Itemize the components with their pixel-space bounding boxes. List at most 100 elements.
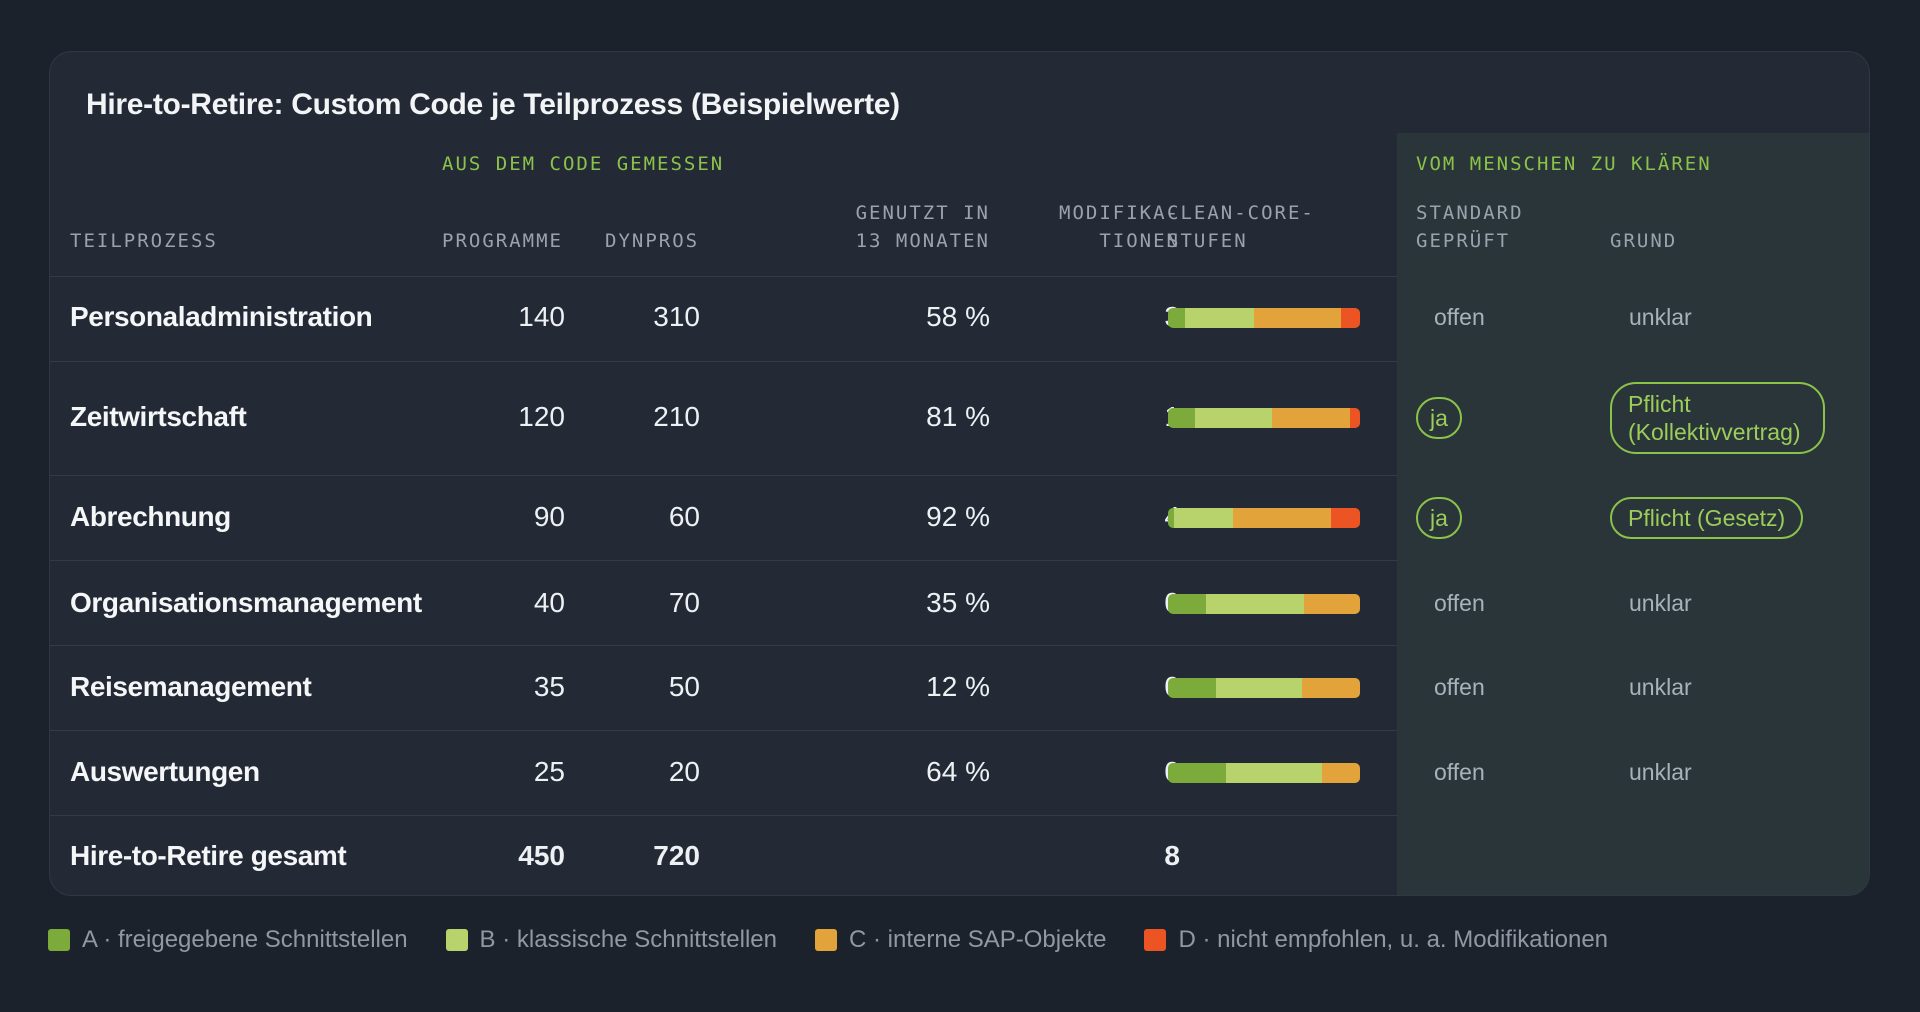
header-programme: PROGRAMME [442,230,563,252]
standard-status: offen [1434,590,1485,616]
header-standard-line1: STANDARD [1416,202,1524,224]
clean-core-bar [1168,308,1360,328]
cell-dynpros: 70 [668,587,700,618]
group-label-human: VOM MENSCHEN ZU KLÄREN [1416,153,1712,175]
bar-segment-D [1340,308,1360,328]
bar-segment-A [1168,508,1174,528]
cell-modifikationen: 4 [990,501,1180,533]
bar-segment-C [1254,308,1341,328]
cell-modifikationen: 0 [990,587,1180,619]
bar-segment-A [1168,594,1207,614]
header-genutzt: GENUTZT IN 13 MONATEN [750,199,990,255]
header-stufen-line1: CLEAN-CORE- [1167,202,1315,224]
header-grund: GRUND [1610,230,1678,252]
total-modifikationen: 8 [1164,840,1180,871]
legend-item: C · interne SAP-Objekte [815,926,1106,954]
bar-segment-B [1173,508,1234,528]
cell-programme: 120 [518,401,565,432]
legend-item: B · klassische Schnittstellen [445,926,778,954]
bar-segment-B [1185,308,1255,328]
row-name: Zeitwirtschaft [70,401,247,432]
row-divider [50,730,1397,731]
cell-genutzt: 35 % [926,587,990,618]
group-label-measured: AUS DEM CODE GEMESSEN [442,153,725,175]
legend-label: A · freigegebene Schnittstellen [82,926,408,953]
row-name: Auswertungen [70,756,260,787]
row-name: Personaladministration [70,301,373,332]
header-dynpros: DYNPROS [605,230,700,252]
standard-badge: ja [1416,497,1462,539]
cell-modifikationen: 3 [990,301,1180,333]
row-name: Organisationsmanagement [70,587,422,618]
grund-status: unklar [1629,590,1692,616]
bar-segment-C [1321,763,1360,783]
legend-item: D · nicht empfohlen, u. a. Modifikatione… [1144,926,1608,954]
legend-label: C · interne SAP-Objekte [849,926,1107,953]
header-genutzt-line2: 13 MONATEN [855,230,990,252]
clean-core-bar [1168,408,1360,428]
bar-segment-A [1168,308,1186,328]
bar-segment-A [1168,408,1195,428]
cell-programme: 140 [518,301,565,332]
standard-status: offen [1434,759,1485,785]
clean-core-bar [1168,763,1360,783]
bar-segment-B [1206,594,1305,614]
legend-swatch [1144,929,1167,951]
grund-status: unklar [1629,759,1692,785]
clean-core-bar [1168,508,1360,528]
grund-badge: Pflicht (Gesetz) [1610,497,1804,539]
clean-core-bar [1168,678,1360,698]
cell-programme: 90 [533,501,565,532]
cell-programme: 25 [533,756,565,787]
legend-swatch [445,929,468,951]
grund-badge: Pflicht (Kollektivvertrag) [1610,382,1825,454]
cell-dynpros: 310 [653,301,700,332]
cell-programme: 35 [533,671,565,702]
legend-label: B · klassische Schnittstellen [479,926,778,953]
cell-genutzt: 92 % [926,501,990,532]
cell-modifikationen: 1 [990,401,1180,433]
header-mod-line2: TIONEN [1099,230,1180,252]
cell-dynpros: 20 [668,756,700,787]
bar-segment-A [1168,763,1226,783]
cell-genutzt: 64 % [926,756,990,787]
cell-modifikationen: 0 [990,671,1180,703]
header-mod-line1: MODIFIKA- [1059,202,1180,224]
row-name: Abrechnung [70,501,231,532]
total-programme: 450 [518,840,565,871]
legend-label: D · nicht empfohlen, u. a. Modifikatione… [1178,926,1609,953]
table-card: Hire-to-Retire: Custom Code je Teilproze… [49,51,1870,896]
legend: A · freigegebene Schnittstellen B · klass… [48,926,1646,954]
row-divider [50,645,1397,646]
bar-segment-C [1271,408,1351,428]
bar-segment-C [1302,678,1360,698]
row-divider [50,276,1397,277]
row-divider [50,560,1397,561]
bar-segment-C [1304,594,1360,614]
page-title: Hire-to-Retire: Custom Code je Teilproze… [86,88,900,121]
cell-dynpros: 210 [653,401,700,432]
row-divider [50,475,1397,476]
header-genutzt-line1: GENUTZT IN [855,202,990,224]
cell-dynpros: 50 [668,671,700,702]
cell-modifikationen: 0 [990,756,1180,788]
standard-status: offen [1434,674,1485,700]
header-standard-line2: GEPRÜFT [1416,230,1511,252]
bar-segment-A [1168,678,1216,698]
bar-segment-B [1194,408,1272,428]
header-teilprozess: TEILPROZESS [70,230,218,252]
row-divider [50,361,1397,362]
bar-segment-D [1331,508,1360,528]
legend-item: A · freigegebene Schnittstellen [48,926,408,954]
header-stufen-line2: STUFEN [1167,230,1248,252]
legend-swatch [48,929,70,951]
standard-badge: ja [1416,397,1462,439]
total-dynpros: 720 [653,840,700,871]
cell-programme: 40 [533,587,565,618]
cell-genutzt: 81 % [926,401,990,432]
header-modifikationen: MODIFIKA- TIONEN [990,199,1180,255]
bar-segment-B [1225,763,1322,783]
grund-status: unklar [1629,674,1692,700]
grund-status: unklar [1629,304,1692,330]
cell-genutzt: 12 % [926,671,990,702]
